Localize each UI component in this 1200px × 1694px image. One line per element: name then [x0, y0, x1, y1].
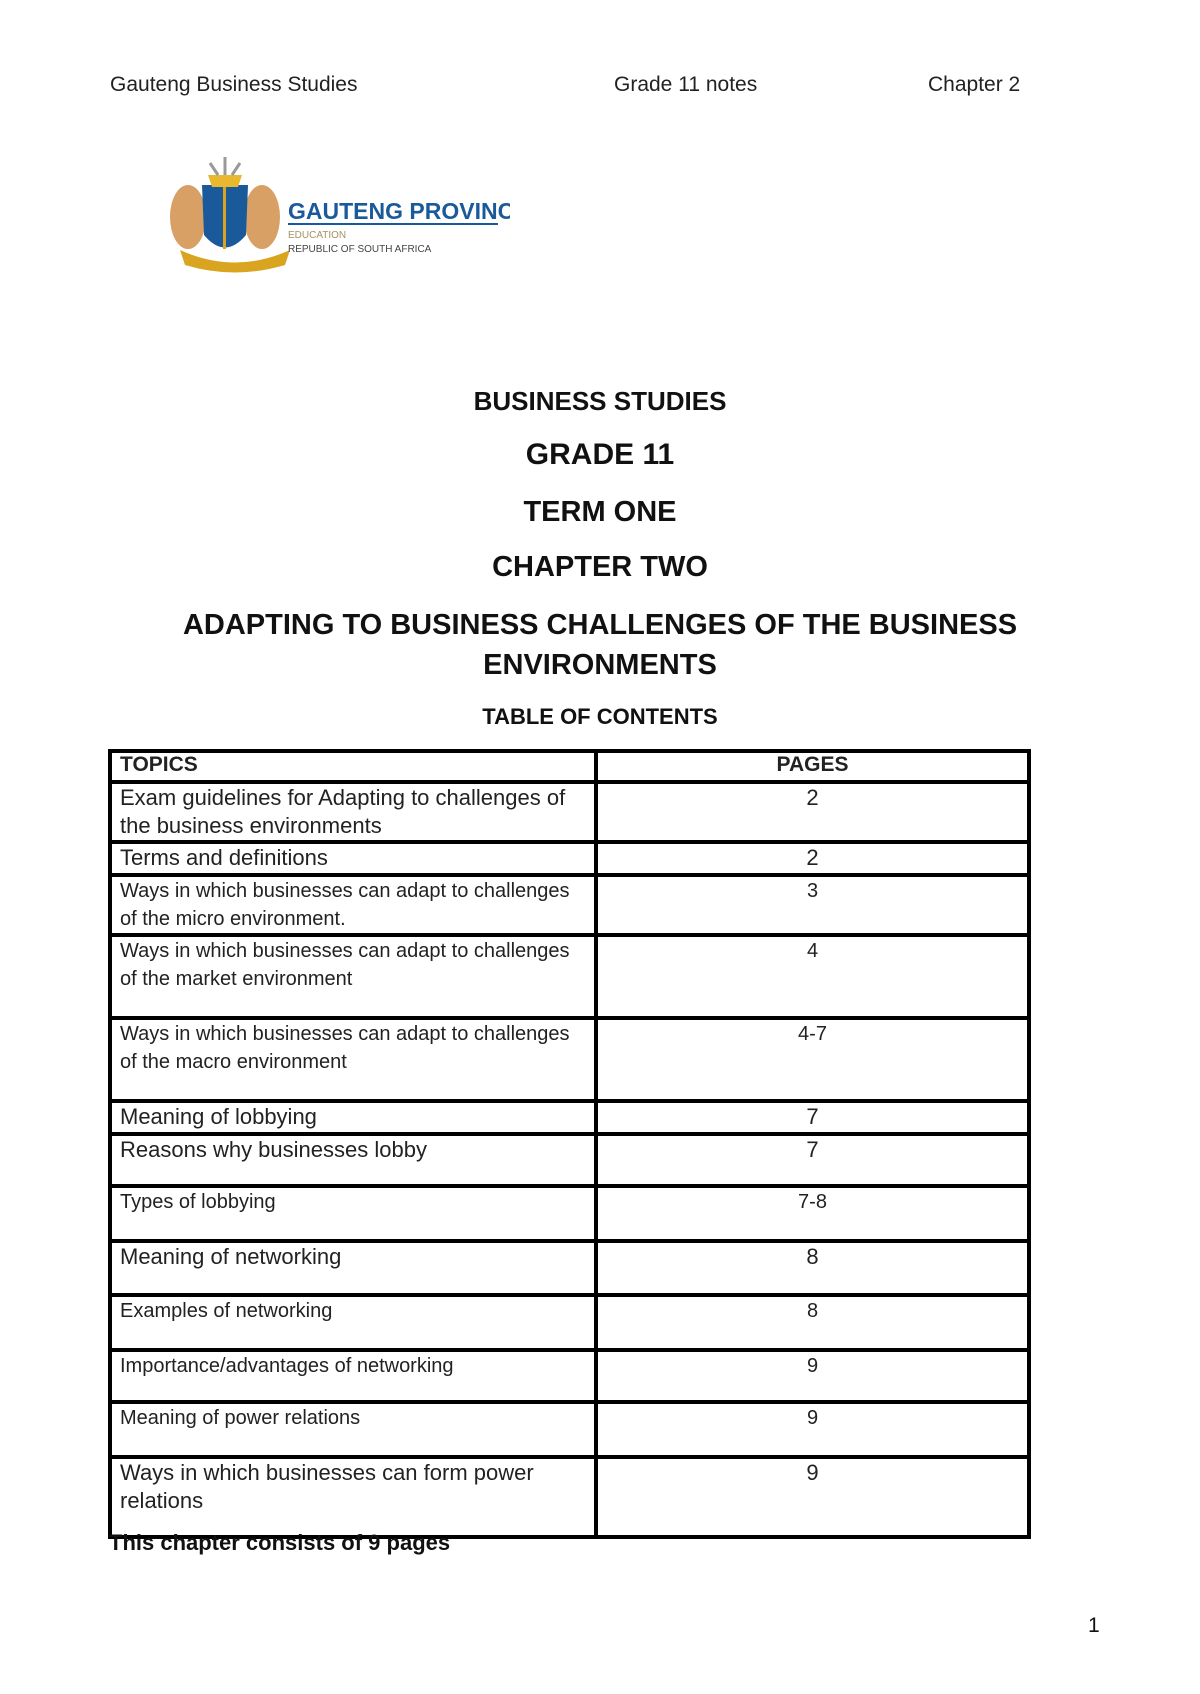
col-topics: TOPICS [108, 749, 598, 784]
pages-cell: 7 [594, 1099, 1031, 1136]
chapter-title: CHAPTER TWO [492, 551, 708, 583]
pages-cell: 8 [594, 1239, 1031, 1297]
topic-cell: Meaning of lobbying [108, 1099, 598, 1136]
svg-text:GAUTENG PROVINCE: GAUTENG PROVINCE [288, 198, 510, 224]
table-row: Terms and definitions 2 [108, 840, 1031, 877]
topic-cell: Meaning of power relations [108, 1400, 598, 1459]
pages-cell: 9 [594, 1400, 1031, 1459]
table-row: Ways in which businesses can adapt to ch… [108, 873, 1031, 937]
topic-cell: Ways in which businesses can adapt to ch… [108, 1016, 598, 1103]
col-pages: PAGES [594, 749, 1031, 784]
table-row: Meaning of lobbying 7 [108, 1099, 1031, 1136]
logo-education: EDUCATION [288, 230, 346, 241]
table-row: Ways in which businesses can adapt to ch… [108, 1016, 1031, 1103]
topic-cell: Ways in which businesses can adapt to ch… [108, 873, 598, 937]
pages-cell: 2 [594, 840, 1031, 877]
page-number: 1 [1088, 1614, 1100, 1637]
header-center: Grade 11 notes [614, 73, 758, 96]
topic-cell: Meaning of networking [108, 1239, 598, 1297]
footer-note: This chapter consists of 9 pages [109, 1530, 451, 1555]
pages-cell: 9 [594, 1455, 1031, 1539]
term-title: TERM ONE [523, 496, 677, 528]
topic-cell: Examples of networking [108, 1293, 598, 1352]
table-row: Types of lobbying 7-8 [108, 1184, 1031, 1243]
grade-title: GRADE 11 [525, 438, 675, 471]
table-row: Ways in which businesses can form power … [108, 1455, 1031, 1539]
pages-cell: 7 [594, 1132, 1031, 1188]
pages-cell: 4 [594, 933, 1031, 1020]
table-row: Examples of networking 8 [108, 1293, 1031, 1352]
toc-table: TOPICS PAGES Exam guidelines for Adapting… [108, 749, 1031, 1539]
pages-cell: 7-8 [594, 1184, 1031, 1243]
table-row: Meaning of power relations 9 [108, 1400, 1031, 1459]
topic-cell: Ways in which businesses can form power … [108, 1455, 598, 1539]
pages-cell: 3 [594, 873, 1031, 937]
pages-cell: 8 [594, 1293, 1031, 1352]
logo-republic: REPUBLIC OF SOUTH AFRICA [288, 244, 432, 255]
table-row: Ways in which businesses can adapt to ch… [108, 933, 1031, 1020]
topic-cell: Types of lobbying [108, 1184, 598, 1243]
table-row: Meaning of networking 8 [108, 1239, 1031, 1297]
pages-cell: 9 [594, 1348, 1031, 1404]
subject-title: BUSINESS STUDIES [473, 386, 727, 416]
gauteng-logo: GAUTENG PROVINCE EDUCATION REPUBLIC OF S… [170, 157, 510, 273]
table-row: Reasons why businesses lobby 7 [108, 1132, 1031, 1188]
pages-cell: 2 [594, 780, 1031, 844]
heading-line1: ADAPTING TO BUSINESS CHALLENGES OF THE B… [182, 609, 1018, 641]
topic-cell: Exam guidelines for Adapting to challeng… [108, 780, 598, 844]
table-row: Exam guidelines for Adapting to challeng… [108, 780, 1031, 844]
toc-title: TABLE OF CONTENTS [482, 704, 718, 729]
topic-cell: Reasons why businesses lobby [108, 1132, 598, 1188]
heading-line2: ENVIRONMENTS [483, 649, 717, 681]
table-row: Importance/advantages of networking 9 [108, 1348, 1031, 1404]
header-left: Gauteng Business Studies [110, 73, 358, 96]
topic-cell: Ways in which businesses can adapt to ch… [108, 933, 598, 1020]
topic-cell: Importance/advantages of networking [108, 1348, 598, 1404]
header-right: Chapter 2 [928, 73, 1021, 96]
pages-cell: 4-7 [594, 1016, 1031, 1103]
topic-cell: Terms and definitions [108, 840, 598, 877]
